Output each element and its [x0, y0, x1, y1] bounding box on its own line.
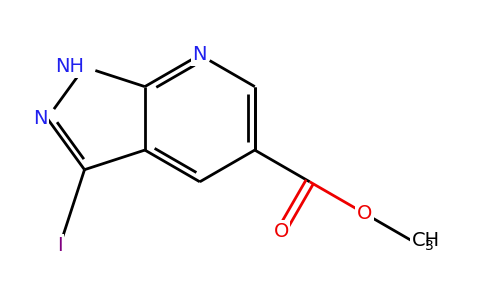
- Text: O: O: [357, 204, 372, 223]
- Text: O: O: [273, 222, 289, 241]
- Text: NH: NH: [56, 58, 85, 76]
- Text: CH: CH: [411, 231, 439, 250]
- Text: 3: 3: [425, 239, 434, 253]
- Text: I: I: [57, 236, 63, 255]
- Text: N: N: [33, 109, 47, 128]
- Text: N: N: [193, 45, 207, 64]
